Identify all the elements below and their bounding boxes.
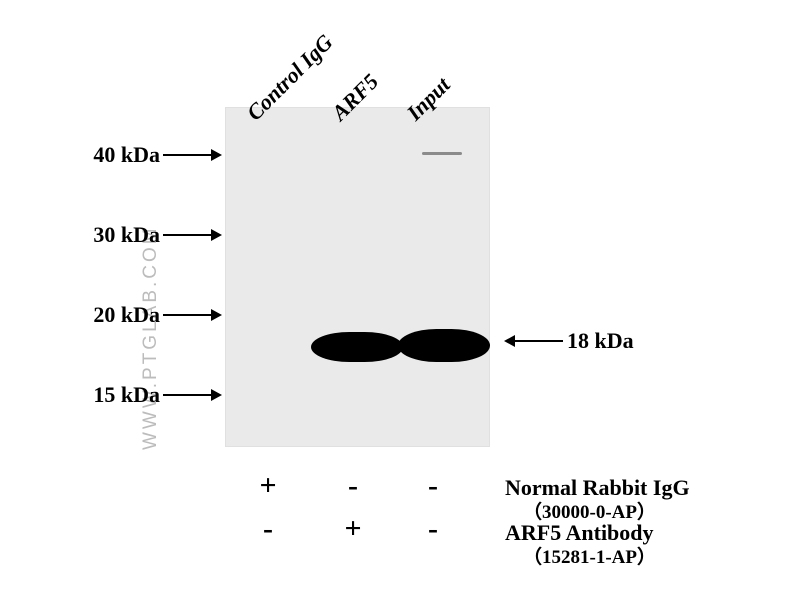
watermark-text: WWW.PTGLAB.COM (140, 225, 162, 450)
arrow-head-icon (211, 309, 222, 321)
arrow-line (163, 314, 211, 316)
western-blot-figure: WWW.PTGLAB.COM Control IgG ARF5 Input 40… (0, 0, 800, 600)
arrow-head-icon (211, 389, 222, 401)
matrix-r1-c2: - (421, 512, 445, 546)
arrow-line (163, 394, 211, 396)
mw-label-15: 15 kDa (75, 382, 160, 408)
target-label-18: 18 kDa (567, 328, 634, 354)
arrow-line (163, 154, 211, 156)
matrix-sublabel-15281-1-ap: （15281-1-AP） (523, 542, 656, 569)
mw-label-40: 40 kDa (75, 142, 160, 168)
matrix-r1-c0: - (256, 512, 280, 546)
mw-label-30: 30 kDa (75, 222, 160, 248)
matrix-r0-c2: - (421, 469, 445, 503)
mw-label-20: 20 kDa (75, 302, 160, 328)
band-arf5 (311, 332, 403, 362)
faint-band-input-40 (422, 152, 462, 155)
mw-arrow-15 (163, 389, 222, 401)
arrow-line (515, 340, 563, 342)
blot-membrane (225, 107, 490, 447)
target-arrow-18 (504, 335, 563, 347)
matrix-r0-c0: + (256, 469, 280, 503)
arrow-head-icon (211, 149, 222, 161)
arrow-head-icon (504, 335, 515, 347)
matrix-r0-c1: - (341, 469, 365, 503)
mw-arrow-30 (163, 229, 222, 241)
matrix-r1-c1: + (341, 512, 365, 546)
mw-arrow-40 (163, 149, 222, 161)
arrow-head-icon (211, 229, 222, 241)
band-input (398, 329, 490, 362)
arrow-line (163, 234, 211, 236)
mw-arrow-20 (163, 309, 222, 321)
